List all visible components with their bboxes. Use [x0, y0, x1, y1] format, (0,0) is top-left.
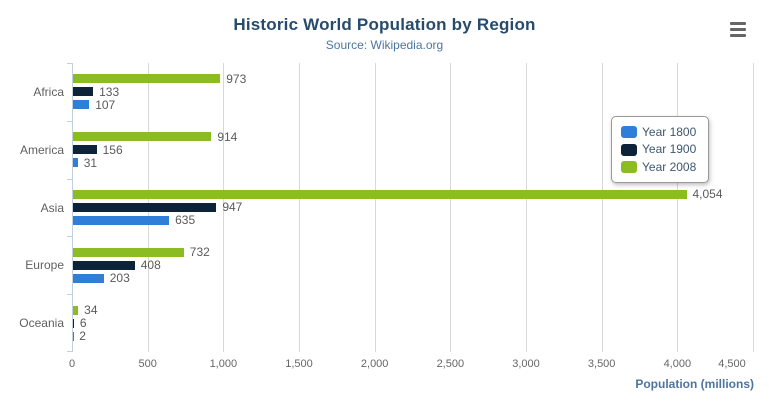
bar-africa-year-2008[interactable]: [73, 74, 221, 84]
category-label-europe: Europe: [25, 258, 64, 273]
bar-group-oceania: 34 6 2: [73, 294, 754, 352]
bar-asia-year-2008[interactable]: [73, 189, 687, 199]
data-label: 31: [83, 155, 98, 170]
bar-row: 31: [73, 155, 754, 170]
gridline: [374, 63, 376, 352]
plot-area: 973 133 107 914 156 31 4,054 947 635 732 408 203 34 6…: [67, 63, 754, 352]
category-label-asia: Asia: [40, 200, 64, 215]
hamburger-icon: [730, 27, 746, 31]
y-axis-tick: [67, 351, 73, 352]
data-label: 914: [217, 129, 238, 144]
y-axis-tick: [67, 294, 73, 296]
data-label: 732: [189, 245, 210, 260]
data-label: 947: [222, 200, 243, 215]
bar-america-year-2008[interactable]: [73, 132, 212, 142]
x-axis-tick-label: 3,500: [587, 358, 616, 370]
bar-africa-year-1900[interactable]: [73, 87, 94, 97]
legend-item-year-1900[interactable]: Year 1900: [621, 142, 696, 156]
gridline: [601, 63, 603, 352]
bar-row: 156: [73, 142, 754, 157]
bar-row: 133: [73, 84, 754, 99]
bar-row: 6: [73, 316, 754, 331]
bar-row: 203: [73, 271, 754, 286]
legend-label: Year 2008: [642, 159, 697, 174]
bar-row: 34: [73, 303, 754, 318]
data-label: 973: [226, 71, 247, 86]
data-label: 4,054: [692, 187, 723, 202]
chart-title: Historic World Population by Region: [233, 15, 536, 34]
data-label: 133: [99, 84, 120, 99]
bar-row: 635: [73, 213, 754, 228]
data-label: 34: [84, 303, 98, 318]
gridline: [223, 63, 225, 352]
hamburger-icon: [730, 21, 746, 25]
legend-label: Year 1800: [642, 125, 697, 139]
gridline: [298, 63, 300, 352]
bar-group-america: 914 156 31: [73, 121, 754, 179]
x-axis-title: Population (millions): [635, 377, 754, 391]
x-axis-tick-label: 1,500: [285, 358, 313, 370]
category-label-america: America: [19, 142, 64, 157]
data-label: 2: [79, 329, 86, 344]
bar-oceania-year-1900[interactable]: [73, 318, 74, 328]
bar-row: 973: [73, 71, 754, 86]
bar-row: 107: [73, 97, 754, 112]
hamburger-icon: [730, 33, 746, 37]
bar-america-year-1900[interactable]: [73, 145, 97, 155]
x-axis-tick-label: 4,500: [718, 358, 746, 370]
gridline: [450, 63, 452, 352]
export-menu-button[interactable]: [730, 20, 750, 38]
bar-europe-year-1900[interactable]: [73, 260, 135, 270]
x-axis-tick-label: 4,000: [663, 358, 692, 370]
bar-asia-year-1900[interactable]: [73, 202, 217, 212]
legend-item-year-2008[interactable]: Year 2008: [621, 160, 696, 174]
bar-group-asia: 4,054 947 635: [73, 179, 754, 237]
data-label: 203: [109, 271, 130, 286]
x-axis-tick-label: 1,000: [209, 358, 238, 370]
x-axis-tick-label: 0: [68, 358, 76, 370]
x-axis-tick-label: 2,000: [360, 358, 389, 370]
legend-swatch-icon: [621, 160, 637, 173]
data-label: 408: [140, 258, 161, 273]
y-axis-tick: [67, 120, 73, 122]
bar-oceania-year-2008[interactable]: [73, 305, 79, 315]
bar-africa-year-1800[interactable]: [73, 100, 90, 110]
gridline: [677, 63, 679, 352]
data-label: 156: [102, 142, 123, 157]
x-axis-tick-label: 500: [138, 358, 157, 370]
bar-row: 408: [73, 258, 754, 273]
data-label: 6: [79, 316, 87, 331]
gridline: [753, 63, 754, 352]
bar-group-africa: 973 133 107: [73, 63, 754, 121]
bar-row: 732: [73, 245, 754, 260]
bar-europe-year-1800[interactable]: [73, 273, 104, 283]
category-label-oceania: Oceania: [19, 316, 64, 331]
bar-asia-year-1800[interactable]: [73, 215, 170, 225]
legend-label: Year 1900: [642, 142, 697, 157]
chart-subtitle: Source: Wikipedia.org: [325, 38, 444, 52]
bar-europe-year-2008[interactable]: [73, 247, 184, 257]
x-axis-tick-label: 2,500: [436, 358, 465, 370]
y-axis-tick: [67, 236, 73, 238]
legend-swatch-icon: [621, 143, 637, 156]
gridline: [525, 63, 527, 352]
category-label-africa: Africa: [33, 84, 64, 99]
bar-group-europe: 732 408 203: [73, 236, 754, 294]
bar-row: 2: [73, 329, 754, 344]
data-label: 107: [95, 97, 116, 112]
y-axis-tick: [67, 63, 73, 64]
legend-item-year-1800[interactable]: Year 1800: [621, 125, 696, 139]
bar-america-year-1800[interactable]: [73, 158, 78, 168]
bar-row: 947: [73, 200, 754, 215]
bar-row: 4,054: [73, 187, 754, 202]
data-label: 635: [175, 213, 196, 228]
y-axis-tick: [67, 178, 73, 180]
legend: Year 1800 Year 1900 Year 2008: [611, 116, 710, 184]
x-axis-tick-label: 3,000: [512, 358, 540, 370]
bar-row: 914: [73, 129, 754, 144]
legend-swatch-icon: [621, 126, 637, 139]
